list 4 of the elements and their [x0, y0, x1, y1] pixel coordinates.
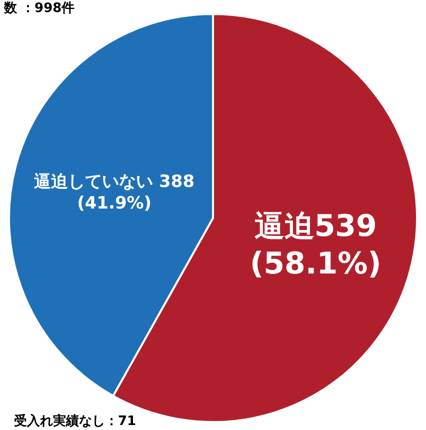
text: 受入れ実績なし：71 [13, 413, 136, 429]
slice-label: 逼迫していない 388 (41.9%) [33, 172, 195, 214]
slice-label: 逼迫539 (58.1%) [250, 208, 382, 282]
text: 数 ：998件 [3, 1, 75, 16]
